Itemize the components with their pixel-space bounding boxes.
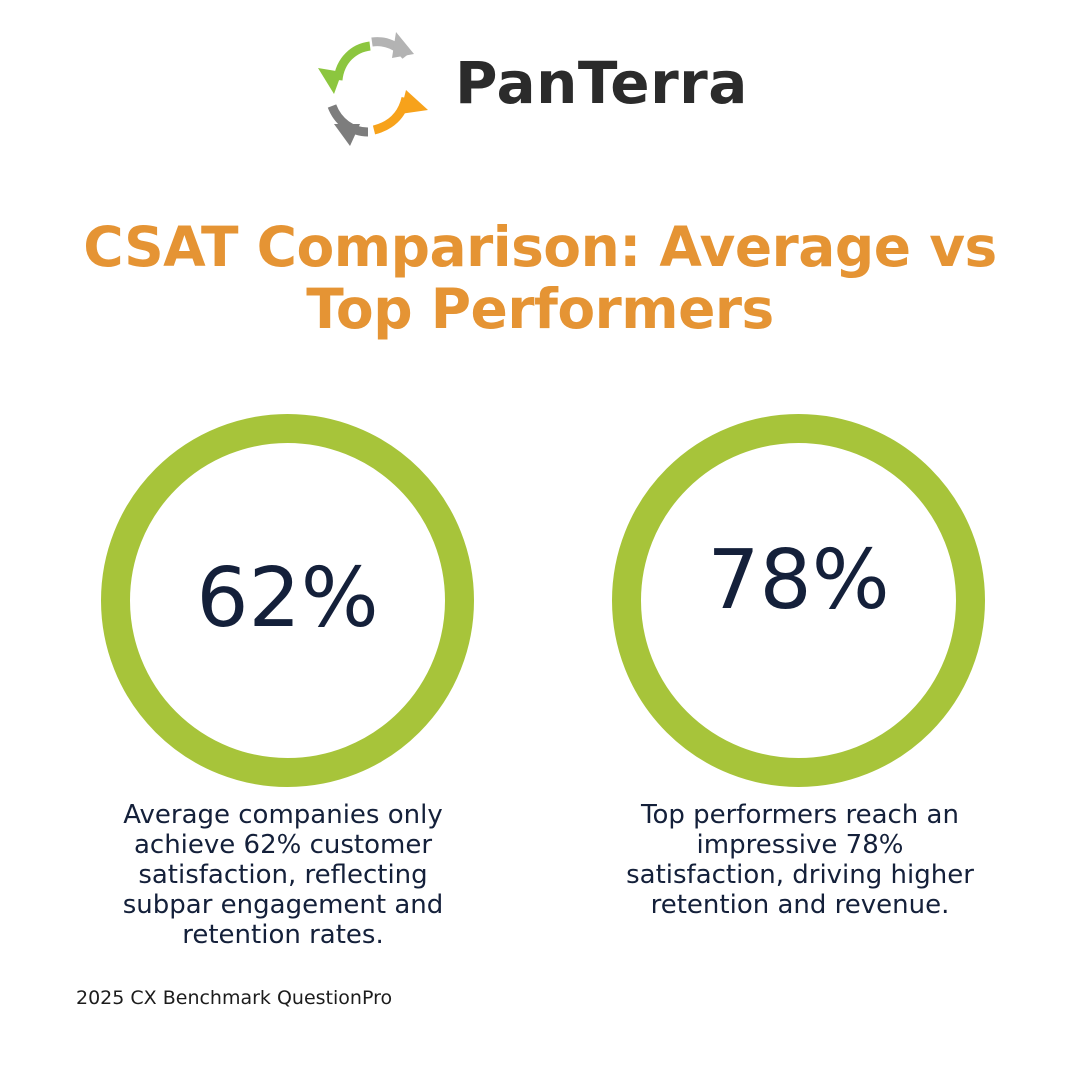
title-line-2: Top Performers (306, 277, 774, 341)
desc-line: Average companies only (123, 800, 443, 830)
desc-line: subpar engagement and (122, 890, 444, 920)
stat-value-average: 62% (196, 551, 379, 646)
source-citation: 2025 CX Benchmark QuestionPro (76, 987, 393, 1009)
circular-arrows-icon (318, 32, 428, 146)
desc-line: achieve 62% customer (133, 830, 433, 860)
desc-line: retention rates. (182, 920, 384, 950)
desc-line: impressive 78% (696, 830, 904, 860)
desc-line: Top performers reach an (641, 800, 959, 830)
brand-name: PanTerra (455, 49, 748, 117)
stat-description-top: Top performers reach an impressive 78% s… (585, 800, 1015, 920)
brand-logo: PanTerra (310, 28, 770, 148)
desc-line: retention and revenue. (650, 890, 950, 920)
desc-line: satisfaction, driving higher (626, 860, 974, 890)
page-title: CSAT Comparison: Average vs Top Performe… (40, 216, 1040, 340)
title-line-1: CSAT Comparison: Average vs (83, 215, 997, 279)
stat-description-average: Average companies only achieve 62% custo… (78, 800, 488, 950)
stat-value-top: 78% (707, 533, 890, 628)
desc-line: satisfaction, reflecting (138, 860, 428, 890)
